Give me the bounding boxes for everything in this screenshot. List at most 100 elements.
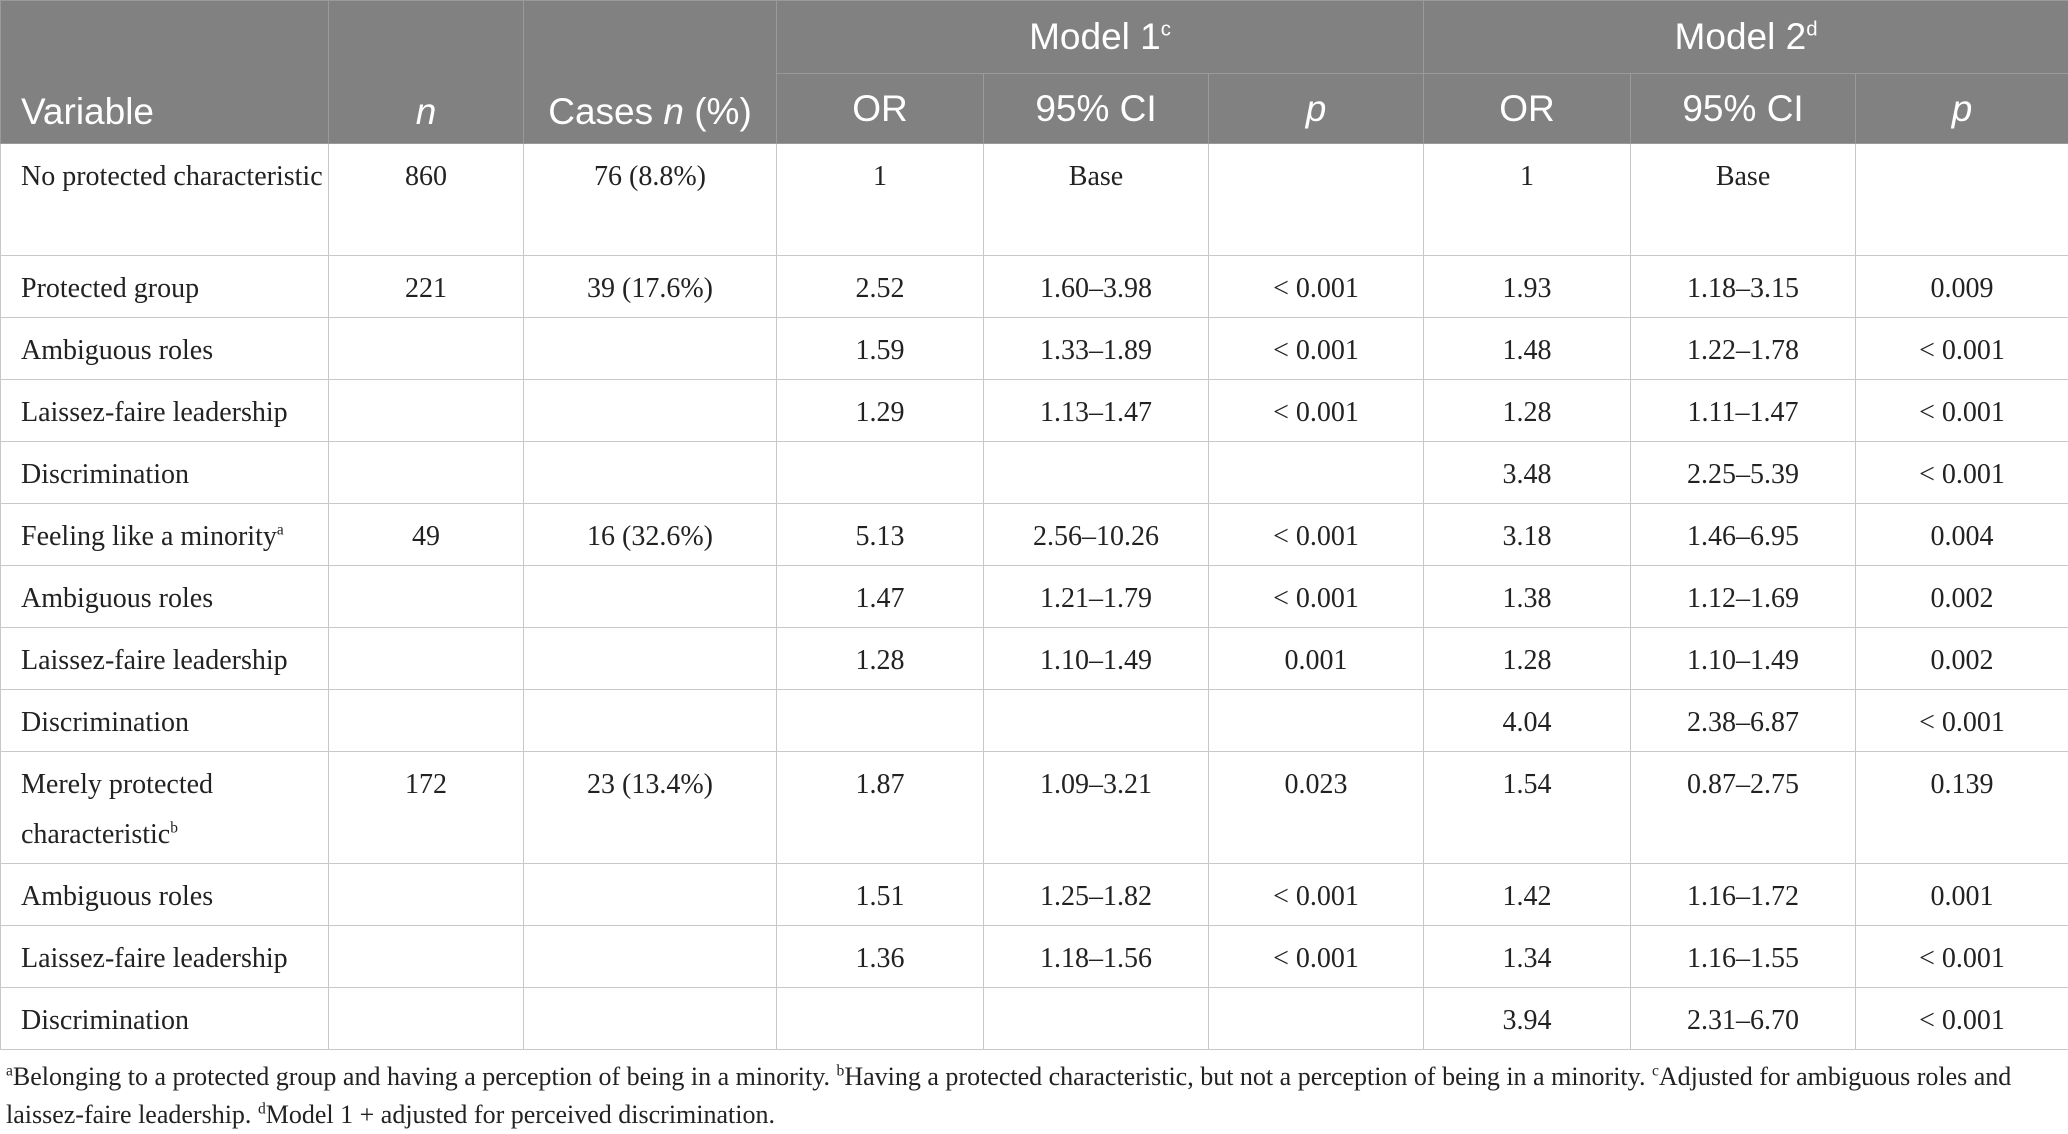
header-m1-p-text: p [1306,88,1327,129]
header-model2: Model 2d [1424,1,2068,74]
odds-ratio-table: Variable n Cases n (%) Model 1c Model 2d… [0,0,2068,1050]
cell-m1-p [1209,442,1424,504]
cell-m2-p: < 0.001 [1856,926,2068,988]
cell-n [329,988,524,1050]
cell-cases: 16 (32.6%) [524,504,777,566]
cell-variable: Ambiguous roles [1,864,329,926]
cell-cases: 39 (17.6%) [524,256,777,318]
footnote-marker: c [1652,1062,1659,1079]
cell-variable: Discrimination [1,442,329,504]
header-m2-ci: 95% CI [1631,74,1856,144]
cell-m1-p: < 0.001 [1209,318,1424,380]
cell-m1-ci: 1.10–1.49 [984,628,1209,690]
cell-m1-ci: 2.56–10.26 [984,504,1209,566]
cell-m2-p: 0.009 [1856,256,2068,318]
variable-label: Ambiguous roles [21,335,213,366]
cell-m1-or: 2.52 [777,256,984,318]
footnote-text: Belonging to a protected group and havin… [13,1062,837,1091]
cell-m1-or: 1.28 [777,628,984,690]
cell-m1-p: 0.023 [1209,752,1424,864]
cell-m2-p [1856,144,2068,256]
cell-m2-or: 1.54 [1424,752,1631,864]
cell-variable: Laissez-faire leadership [1,380,329,442]
cell-m1-ci: 1.09–3.21 [984,752,1209,864]
cell-variable: Discrimination [1,988,329,1050]
cell-m2-p: < 0.001 [1856,988,2068,1050]
cell-cases [524,628,777,690]
variable-label: Discrimination [21,1005,189,1036]
cell-m2-p: 0.004 [1856,504,2068,566]
cell-variable: Merely protected characteristicb [1,752,329,864]
cell-m1-or [777,442,984,504]
footnote-marker: d [258,1100,266,1117]
cell-m2-or: 1.28 [1424,628,1631,690]
variable-label: Feeling like a minority [21,521,277,552]
cell-cases [524,988,777,1050]
header-cases-suffix: (%) [684,91,752,132]
cell-n [329,380,524,442]
cell-m1-p: < 0.001 [1209,504,1424,566]
cell-m1-ci: Base [984,144,1209,256]
cell-m2-or: 1.48 [1424,318,1631,380]
cell-m1-p: < 0.001 [1209,380,1424,442]
cell-m2-or: 1 [1424,144,1631,256]
cell-m2-ci: 1.16–1.72 [1631,864,1856,926]
cell-m1-or: 1.87 [777,752,984,864]
variable-label: Laissez-faire leadership [21,943,288,974]
cell-n [329,690,524,752]
header-m2-or: OR [1424,74,1631,144]
cell-m1-or: 1 [777,144,984,256]
cell-m2-ci: 1.12–1.69 [1631,566,1856,628]
variable-label: Laissez-faire leadership [21,397,288,428]
cell-variable: Protected group [1,256,329,318]
cell-m2-or: 3.18 [1424,504,1631,566]
variable-label: Ambiguous roles [21,881,213,912]
cell-m2-or: 3.94 [1424,988,1631,1050]
cell-m1-or [777,690,984,752]
cell-m1-ci [984,988,1209,1050]
cell-variable: Discrimination [1,690,329,752]
cell-n [329,442,524,504]
cell-m1-p: 0.001 [1209,628,1424,690]
table-footnotes: aBelonging to a protected group and havi… [0,1050,2062,1134]
cell-m1-ci: 1.60–3.98 [984,256,1209,318]
cell-m2-ci: 2.25–5.39 [1631,442,1856,504]
cell-cases: 76 (8.8%) [524,144,777,256]
cell-variable: Laissez-faire leadership [1,628,329,690]
cell-cases [524,442,777,504]
cell-n [329,318,524,380]
cell-m2-or: 1.28 [1424,380,1631,442]
header-m1-ci: 95% CI [984,74,1209,144]
cell-m2-p: 0.002 [1856,566,2068,628]
header-cases-n: n [663,91,684,132]
cell-m1-or [777,988,984,1050]
cell-m1-p: < 0.001 [1209,566,1424,628]
cell-m1-p [1209,690,1424,752]
variable-label: Protected group [21,273,199,304]
footnote-text: Model 1 + adjusted for perceived discrim… [266,1100,775,1129]
cell-n [329,566,524,628]
cell-variable: Ambiguous roles [1,566,329,628]
variable-label: No protected characteristic [21,161,323,192]
header-model1-text: Model 1 [1029,16,1161,57]
table-header: Variable n Cases n (%) Model 1c Model 2d… [1,1,2068,144]
header-m2-p: p [1856,74,2068,144]
cell-m2-or: 1.93 [1424,256,1631,318]
cell-cases [524,318,777,380]
cell-n [329,926,524,988]
cell-m1-ci [984,690,1209,752]
cell-m1-or: 1.29 [777,380,984,442]
cell-m1-p [1209,144,1424,256]
cell-m2-ci: 1.18–3.15 [1631,256,1856,318]
header-variable: Variable [1,1,329,144]
variable-footnote-marker: b [170,820,178,837]
header-model2-text: Model 2 [1675,16,1807,57]
header-m1-p: p [1209,74,1424,144]
cell-m1-or: 1.47 [777,566,984,628]
cell-m1-ci: 1.21–1.79 [984,566,1209,628]
